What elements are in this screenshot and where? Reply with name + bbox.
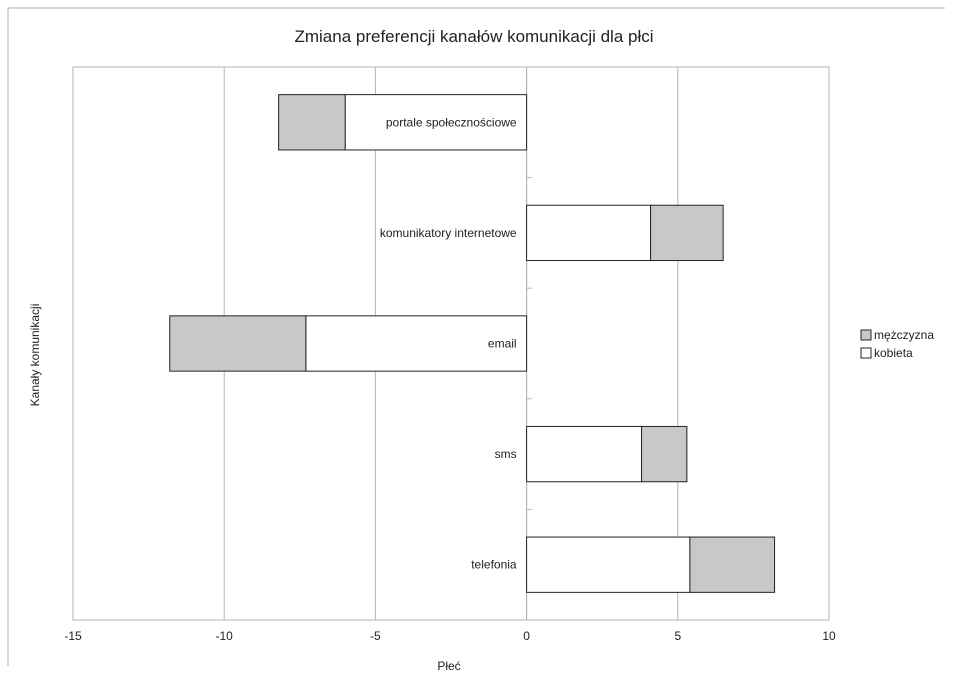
legend-label: kobieta <box>874 346 913 360</box>
x-tick-label: -15 <box>64 629 82 643</box>
category-label: komunikatory internetowe <box>380 226 517 240</box>
bar-segment <box>689 536 776 593</box>
x-tick-label: -5 <box>370 629 381 643</box>
x-tick-label: 10 <box>822 629 836 643</box>
plot-border <box>72 66 830 621</box>
bar-segment <box>278 94 346 151</box>
x-tick-label: 5 <box>674 629 681 643</box>
plot-area: -15 -10 -5 0 5 10 portale społecznościowe komun… <box>64 66 836 643</box>
category-label: portale społecznościowe <box>386 115 517 129</box>
x-tick-label: -10 <box>216 629 234 643</box>
category-label: email <box>488 337 517 351</box>
category-label: telefonia <box>471 558 517 572</box>
legend: mężczyzna kobieta <box>860 328 934 360</box>
category-label: sms <box>495 447 517 461</box>
bar-segment <box>650 204 724 262</box>
bar-segment <box>169 315 307 372</box>
x-tick-label: 0 <box>523 629 530 643</box>
legend-label: mężczyzna <box>874 328 934 342</box>
bar-segment <box>305 315 528 372</box>
bar-segment <box>526 536 691 593</box>
y-axis-label: Kanały komunikacji <box>28 304 42 407</box>
x-axis-label: Płeć <box>437 659 460 673</box>
legend-swatch <box>860 347 872 359</box>
chart-title: Zmiana preferencji kanałów komunikacji d… <box>294 27 653 46</box>
legend-swatch <box>860 329 872 341</box>
bar-segment <box>526 425 643 483</box>
bar-segment <box>526 204 652 262</box>
bar-segment <box>641 425 688 483</box>
